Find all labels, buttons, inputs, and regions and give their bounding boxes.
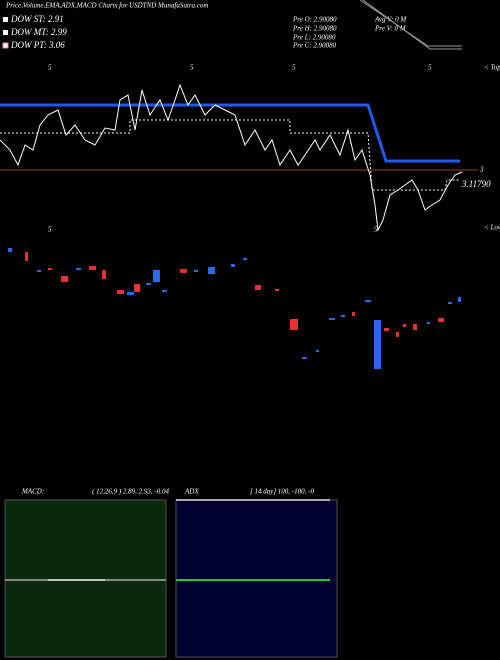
candle <box>255 285 261 290</box>
candle <box>290 319 298 330</box>
band-top: < Top <box>484 64 500 72</box>
candle <box>448 302 452 304</box>
candle <box>427 322 430 324</box>
candle <box>8 248 12 252</box>
price-line <box>0 83 463 232</box>
band-lower: < Lowe <box>484 224 500 232</box>
candle <box>162 290 167 292</box>
prev-high: Pre H: 2.90080 <box>292 25 337 33</box>
prev-close: Pre C: 2.90080 <box>292 42 337 50</box>
candle <box>365 300 371 302</box>
candle <box>403 324 406 327</box>
candle <box>396 332 399 337</box>
candle <box>316 350 319 352</box>
candles <box>8 248 461 369</box>
candle <box>194 270 198 272</box>
adx-params: [ 14 day] 100, -100, -0 <box>250 488 314 496</box>
candle <box>48 268 52 270</box>
candle <box>352 312 355 316</box>
axis-label: 3 <box>479 166 484 174</box>
candle <box>208 267 215 274</box>
candle <box>302 357 307 359</box>
macd-name: MACD: <box>21 488 44 496</box>
candle <box>89 266 96 270</box>
avg-volume: Avg V: 0 M <box>374 16 407 24</box>
candle <box>153 270 160 282</box>
candle <box>102 270 106 279</box>
grey-line <box>359 0 462 47</box>
prev-open: Pre O: 2.90080 <box>292 16 337 24</box>
legend-swatch <box>2 42 9 49</box>
marker: 5 <box>374 226 378 234</box>
marker: 5 <box>292 64 296 72</box>
marker: 5 <box>48 64 52 72</box>
candle <box>413 324 417 330</box>
candle <box>127 292 134 295</box>
legend-label: DOW ST: 2.91 <box>10 14 64 24</box>
macd-panel <box>4 499 167 658</box>
adx-panel <box>175 499 338 658</box>
candle <box>275 289 279 291</box>
price-label: 3.11790 <box>461 179 491 189</box>
marker: 5 <box>428 64 432 72</box>
candle <box>180 269 187 273</box>
legend-label: DOW PT: 3.06 <box>10 40 65 50</box>
candle <box>341 315 345 317</box>
prev-volume: Pre V: 0 M <box>374 25 407 33</box>
dotted-line <box>0 119 460 191</box>
legend-label: DOW MT: 2.99 <box>10 27 67 37</box>
candle <box>61 276 68 282</box>
candle <box>438 318 444 322</box>
title: Price,Volume,EMA,ADX,MACD Charts for USD… <box>5 2 208 10</box>
legend-swatch <box>3 30 8 35</box>
candle <box>25 252 28 261</box>
candle <box>329 318 335 320</box>
candle <box>37 270 41 272</box>
marker: 5 <box>190 64 194 72</box>
candle <box>134 284 140 292</box>
legend-swatch <box>3 17 8 22</box>
candle <box>384 328 389 331</box>
prev-low: Pre L: 2.90080 <box>292 34 336 42</box>
macd-params: ( 12,26,9 ) 2.89, 2.93, -0.04 <box>92 488 169 496</box>
candle <box>146 283 151 285</box>
candle <box>458 297 461 302</box>
adx-name: ADX <box>184 488 199 496</box>
marker: 5 <box>48 226 52 234</box>
candle <box>76 268 81 270</box>
candle <box>117 290 124 294</box>
grey-line <box>362 0 462 50</box>
candle <box>231 264 235 267</box>
candle <box>374 320 381 369</box>
ema-line <box>0 103 460 163</box>
candle <box>243 258 247 260</box>
